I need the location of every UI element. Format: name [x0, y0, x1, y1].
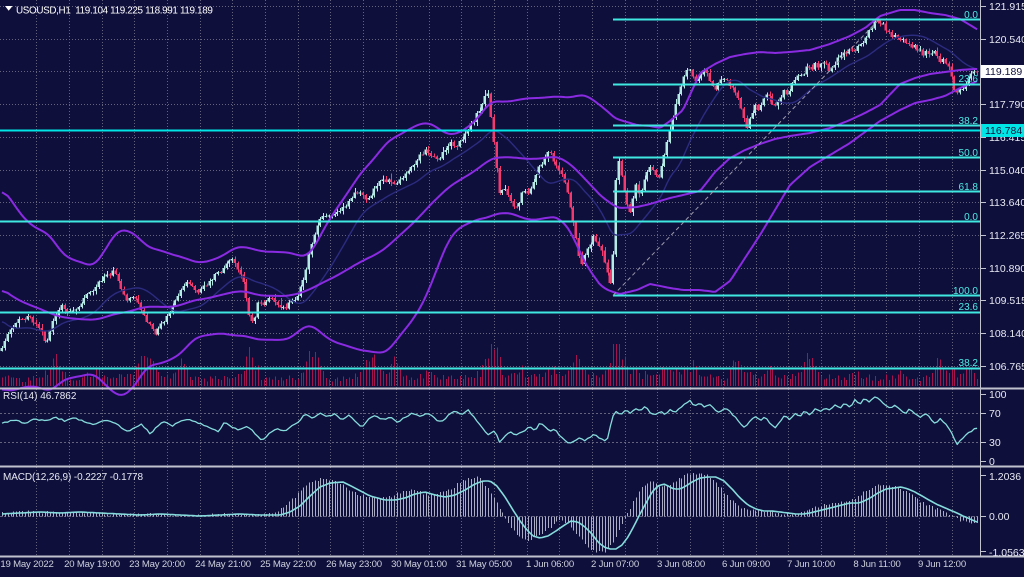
svg-text:117.790: 117.790: [989, 99, 1024, 111]
svg-text:0.0: 0.0: [964, 10, 978, 21]
svg-text:109.515: 109.515: [989, 295, 1024, 307]
svg-text:108.140: 108.140: [989, 328, 1024, 340]
svg-text:8 Jun 11:00: 8 Jun 11:00: [853, 559, 900, 570]
svg-text:106.765: 106.765: [989, 361, 1024, 373]
svg-text:70: 70: [989, 408, 1001, 420]
svg-text:115.040: 115.040: [989, 165, 1024, 177]
svg-text:3 Jun 08:00: 3 Jun 08:00: [657, 559, 705, 570]
svg-text:38.2: 38.2: [959, 116, 979, 127]
svg-text:26 May 23:00: 26 May 23:00: [326, 559, 382, 570]
svg-text:61.8: 61.8: [959, 182, 979, 193]
svg-text:19 May 2022: 19 May 2022: [0, 559, 53, 570]
svg-text:100: 100: [989, 389, 1007, 401]
svg-text:121.915: 121.915: [989, 1, 1024, 13]
svg-text:7 Jun 10:00: 7 Jun 10:00: [787, 559, 835, 570]
svg-text:0.00: 0.00: [989, 511, 1010, 523]
svg-text:2 Jun 07:00: 2 Jun 07:00: [591, 559, 639, 570]
svg-text:38.2: 38.2: [959, 358, 979, 369]
svg-text:6 Jun 09:00: 6 Jun 09:00: [722, 559, 770, 570]
svg-text:23 May 20:00: 23 May 20:00: [129, 559, 185, 570]
svg-text:-1.0563: -1.0563: [989, 547, 1024, 559]
svg-text:0: 0: [989, 456, 995, 468]
svg-text:24 May 21:00: 24 May 21:00: [195, 559, 251, 570]
svg-text:110.890: 110.890: [989, 263, 1024, 275]
svg-text:0.0: 0.0: [964, 212, 978, 223]
svg-text:30 May 01:00: 30 May 01:00: [391, 559, 447, 570]
svg-text:1.2036: 1.2036: [989, 471, 1021, 483]
svg-text:20 May 19:00: 20 May 19:00: [64, 559, 120, 570]
svg-text:119.189: 119.189: [985, 66, 1022, 78]
svg-text:31 May 05:00: 31 May 05:00: [456, 559, 512, 570]
svg-text:30: 30: [989, 437, 1001, 449]
svg-text:23.6: 23.6: [959, 74, 979, 85]
svg-text:112.265: 112.265: [989, 230, 1024, 242]
svg-text:50.0: 50.0: [959, 148, 979, 159]
svg-text:RSI(14) 46.7862: RSI(14) 46.7862: [3, 391, 77, 402]
svg-text:100.0: 100.0: [953, 286, 978, 297]
svg-text:USOUSD,H1 119.104 119.225 118: USOUSD,H1 119.104 119.225 118.991 119.18…: [16, 6, 213, 17]
svg-text:1 Jun 06:00: 1 Jun 06:00: [526, 559, 574, 570]
svg-text:9 Jun 12:00: 9 Jun 12:00: [918, 559, 966, 570]
svg-text:120.540: 120.540: [989, 34, 1024, 46]
svg-text:MACD(12,26,9) -0.2227 -0.1778: MACD(12,26,9) -0.2227 -0.1778: [3, 472, 143, 483]
svg-text:23.6: 23.6: [959, 302, 979, 313]
svg-text:113.640: 113.640: [989, 197, 1024, 209]
svg-text:25 May 22:00: 25 May 22:00: [260, 559, 316, 570]
svg-text:116.784: 116.784: [985, 125, 1022, 137]
